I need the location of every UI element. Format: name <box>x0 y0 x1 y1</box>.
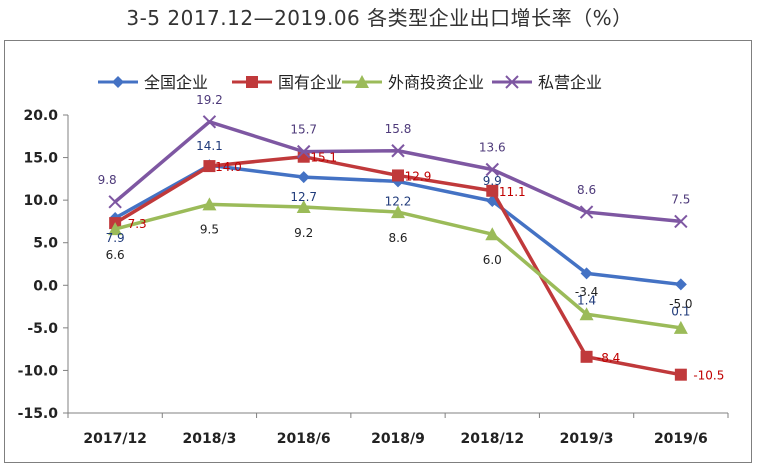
data-label: 11.1 <box>499 185 526 199</box>
data-label: 12.9 <box>405 169 432 183</box>
data-label: 7.9 <box>106 231 125 245</box>
data-label: 13.6 <box>479 140 506 154</box>
x-marker <box>108 195 122 209</box>
x-marker <box>202 115 217 129</box>
y-tick-label: -5.0 <box>27 321 58 337</box>
data-label: 1.4 <box>577 293 596 307</box>
triangle-marker <box>673 320 688 334</box>
triangle-marker <box>202 197 217 211</box>
diamond-marker <box>674 278 687 291</box>
legend-label: 全国企业 <box>144 73 208 92</box>
square-marker <box>246 76 258 88</box>
data-label: 8.6 <box>388 231 407 245</box>
data-label: 6.0 <box>483 253 502 267</box>
x-marker <box>579 205 594 219</box>
square-marker <box>203 160 216 173</box>
data-label: 12.7 <box>290 190 317 204</box>
data-label: 19.2 <box>196 93 223 107</box>
data-label: -8.4 <box>597 351 620 365</box>
triangle-marker <box>355 75 369 88</box>
data-label: 15.8 <box>385 122 412 136</box>
x-tick-label: 2017/12 <box>83 431 147 447</box>
chart-title: 3-5 2017.12—2019.06 各类型企业出口增长率（%） <box>126 6 633 30</box>
y-tick-label: 10.0 <box>23 193 58 209</box>
y-tick-label: 15.0 <box>23 151 58 167</box>
data-label: -3.4 <box>575 285 598 299</box>
chart-legend: 全国企业 国有企业 外商投资企业 私营企业 <box>98 73 602 92</box>
data-label: 9.2 <box>294 226 313 240</box>
triangle-marker <box>391 205 405 219</box>
x-marker <box>485 162 499 177</box>
square-marker <box>486 184 499 197</box>
chart-data-labels: 7.9 14.1 12.7 12.2 9.9 1.4 0.1 7.3 14.0 15.1 12.9 1… <box>98 93 725 383</box>
x-tick-label: 2018/6 <box>277 431 331 447</box>
diamond-marker <box>112 76 124 88</box>
x-marker <box>391 144 405 158</box>
data-label: -10.5 <box>693 369 724 383</box>
square-marker <box>580 350 593 363</box>
x-tick-label: 2018/9 <box>371 431 425 447</box>
data-label: 7.5 <box>671 192 690 206</box>
y-tick-label: 20.0 <box>23 108 58 124</box>
data-label: 9.8 <box>98 173 117 187</box>
diamond-marker <box>297 171 310 184</box>
chart-axes: 20.0 15.0 10.0 5.0 0.0 -5.0 -10.0 -15.0 2017/12 2… <box>18 108 729 447</box>
data-label: 8.6 <box>577 183 596 197</box>
diamond-marker <box>580 267 593 280</box>
x-tick-label: 2019/3 <box>560 431 614 447</box>
triangle-marker <box>485 227 500 241</box>
legend-label: 国有企业 <box>278 73 342 92</box>
x-marker <box>297 144 311 159</box>
x-marker <box>505 75 519 89</box>
y-tick-label: -15.0 <box>18 406 59 422</box>
y-tick-label: 5.0 <box>33 236 58 252</box>
data-label: 9.5 <box>200 222 219 236</box>
data-label: 15.7 <box>290 123 317 137</box>
data-label: 7.3 <box>128 217 147 231</box>
square-marker <box>392 169 404 182</box>
data-label: 14.1 <box>196 139 223 153</box>
x-tick-label: 2018/12 <box>461 431 525 447</box>
data-label: 6.6 <box>106 248 125 262</box>
data-label: -5.0 <box>669 297 692 311</box>
triangle-marker <box>296 199 311 213</box>
data-label: 15.1 <box>310 151 337 165</box>
square-marker <box>674 368 687 381</box>
x-marker <box>674 214 688 229</box>
chart-series <box>108 115 688 381</box>
data-label: 14.0 <box>215 160 242 174</box>
data-label: 0.1 <box>671 304 690 318</box>
data-label: 9.9 <box>483 174 502 188</box>
triangle-marker <box>579 307 594 321</box>
legend-label: 私营企业 <box>538 73 602 92</box>
x-tick-label: 2019/6 <box>654 431 708 447</box>
y-tick-label: -10.0 <box>18 363 59 379</box>
legend-label: 外商投资企业 <box>388 73 484 92</box>
triangle-marker <box>108 222 123 236</box>
chart-frame <box>4 40 752 463</box>
x-tick-label: 2018/3 <box>183 431 237 447</box>
y-tick-label: 0.0 <box>33 278 58 294</box>
data-label: 12.2 <box>385 194 412 208</box>
